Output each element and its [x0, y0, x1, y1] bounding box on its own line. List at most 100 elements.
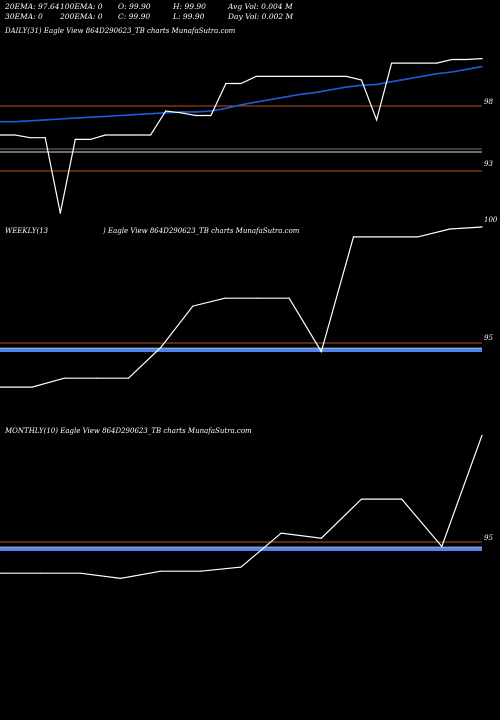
daily-price-point	[421, 62, 423, 64]
daily-price-point	[345, 75, 347, 77]
daily-price-point	[150, 134, 152, 136]
daily-panel: 98 93 100	[0, 58, 498, 224]
weekly-tick-label: 95	[484, 334, 493, 342]
daily-ema-point	[345, 86, 347, 88]
weekly-price-point	[224, 297, 226, 299]
monthly-tick-label: 95	[484, 534, 493, 542]
weekly-price-point	[288, 297, 290, 299]
daily-price-line	[0, 58, 483, 214]
monthly-band	[0, 547, 482, 551]
ema20-stat: 20EMA: 97.64	[5, 2, 60, 11]
daily-price-point	[14, 134, 16, 136]
daily-price-point	[300, 75, 302, 77]
daily-price-point	[29, 137, 31, 139]
daily-ema-point	[451, 71, 453, 73]
low-stat: L: 99.90	[173, 12, 205, 21]
daily-ema-line	[0, 65, 483, 123]
monthly-panel: 95	[0, 434, 493, 580]
daily-ema-point	[421, 75, 423, 77]
daily-ema-point	[255, 101, 257, 103]
monthly-price-point	[39, 572, 41, 574]
daily-ema-point	[104, 115, 106, 117]
daily-ema-point	[406, 78, 408, 80]
daily-price-point	[270, 75, 272, 77]
daily-price-point	[285, 75, 287, 77]
daily-price-point	[195, 114, 197, 117]
avg-vol-stat: Avg Vol: 0.004 M	[228, 2, 293, 11]
daily-price-point	[119, 134, 122, 136]
daily-tick-label: 100	[484, 216, 498, 224]
daily-ema-point	[29, 120, 31, 122]
high-stat: H: 99.90	[173, 2, 206, 11]
monthly-price-point	[280, 532, 282, 534]
weekly-price-point	[0, 386, 1, 388]
weekly-panel-title-left: WEEKLY(13	[5, 227, 49, 235]
open-stat: O: 99.90	[118, 2, 151, 11]
daily-ema-point	[436, 73, 438, 75]
monthly-price-line	[0, 435, 483, 580]
monthly-price-point	[119, 577, 122, 580]
daily-price-point	[466, 58, 468, 61]
daily-ema-point	[135, 114, 137, 116]
daily-ema-point	[74, 117, 76, 119]
weekly-price-line	[0, 226, 483, 388]
daily-ema-point	[150, 113, 152, 115]
monthly-price-point	[481, 434, 483, 436]
daily-price-point	[255, 75, 257, 77]
weekly-price-point	[352, 236, 355, 238]
daily-price-point	[104, 134, 106, 136]
daily-price-point	[406, 62, 408, 64]
monthly-price-point	[401, 498, 403, 500]
daily-tick-label: 98	[484, 98, 493, 106]
daily-ema-point	[210, 110, 212, 112]
daily-price-point	[240, 82, 242, 85]
daily-price-point	[360, 79, 363, 81]
daily-ema-point	[391, 81, 393, 83]
weekly-price-point	[481, 226, 483, 228]
monthly-price-point	[441, 545, 443, 548]
daily-ema-point	[360, 84, 363, 86]
daily-ema-point	[376, 83, 378, 85]
daily-price-point	[180, 112, 182, 114]
daily-price-point	[44, 137, 46, 139]
daily-price-point	[89, 138, 91, 140]
daily-ema-point	[315, 91, 317, 93]
daily-ema-point	[225, 107, 227, 109]
daily-price-point	[481, 58, 483, 60]
monthly-price-point	[160, 570, 162, 572]
weekly-band	[0, 348, 482, 352]
monthly-price-point	[79, 572, 81, 574]
daily-price-point	[135, 134, 137, 136]
weekly-panel: 95	[0, 226, 493, 388]
monthly-price-point	[360, 498, 363, 500]
daily-ema-point	[285, 96, 287, 98]
daily-price-point	[210, 114, 212, 117]
daily-ema-point	[240, 104, 242, 106]
close-stat: C: 99.90	[118, 12, 151, 21]
monthly-panel-title: MONTHLY(10) Eagle View 864D290623_TB cha…	[5, 427, 252, 435]
daily-ema-point	[195, 111, 197, 113]
daily-price-point	[225, 82, 227, 85]
daily-price-point	[59, 212, 61, 214]
daily-price-point	[0, 134, 1, 136]
weekly-price-point	[160, 347, 162, 349]
weekly-price-point	[320, 351, 322, 353]
daily-price-point	[451, 58, 453, 61]
daily-ema-point	[119, 114, 122, 117]
daily-ema-point	[481, 66, 483, 68]
weekly-price-point	[95, 377, 97, 379]
daily-price-point	[315, 75, 317, 77]
daily-price-point	[376, 119, 378, 121]
weekly-price-point	[385, 236, 387, 238]
daily-ema-point	[0, 121, 1, 123]
weekly-panel-title-right: ) Eagle View 864D290623_TB charts Munafa…	[103, 227, 300, 235]
daily-price-point	[436, 62, 438, 64]
weekly-price-point	[449, 228, 451, 230]
daily-ema-point	[330, 89, 332, 91]
daily-price-point	[391, 62, 393, 64]
daily-ema-point	[300, 93, 302, 95]
monthly-price-point	[240, 566, 242, 568]
daily-price-point	[330, 75, 332, 77]
daily-ema-point	[14, 121, 16, 123]
ema100-stat: 100EMA: 0	[60, 2, 103, 11]
